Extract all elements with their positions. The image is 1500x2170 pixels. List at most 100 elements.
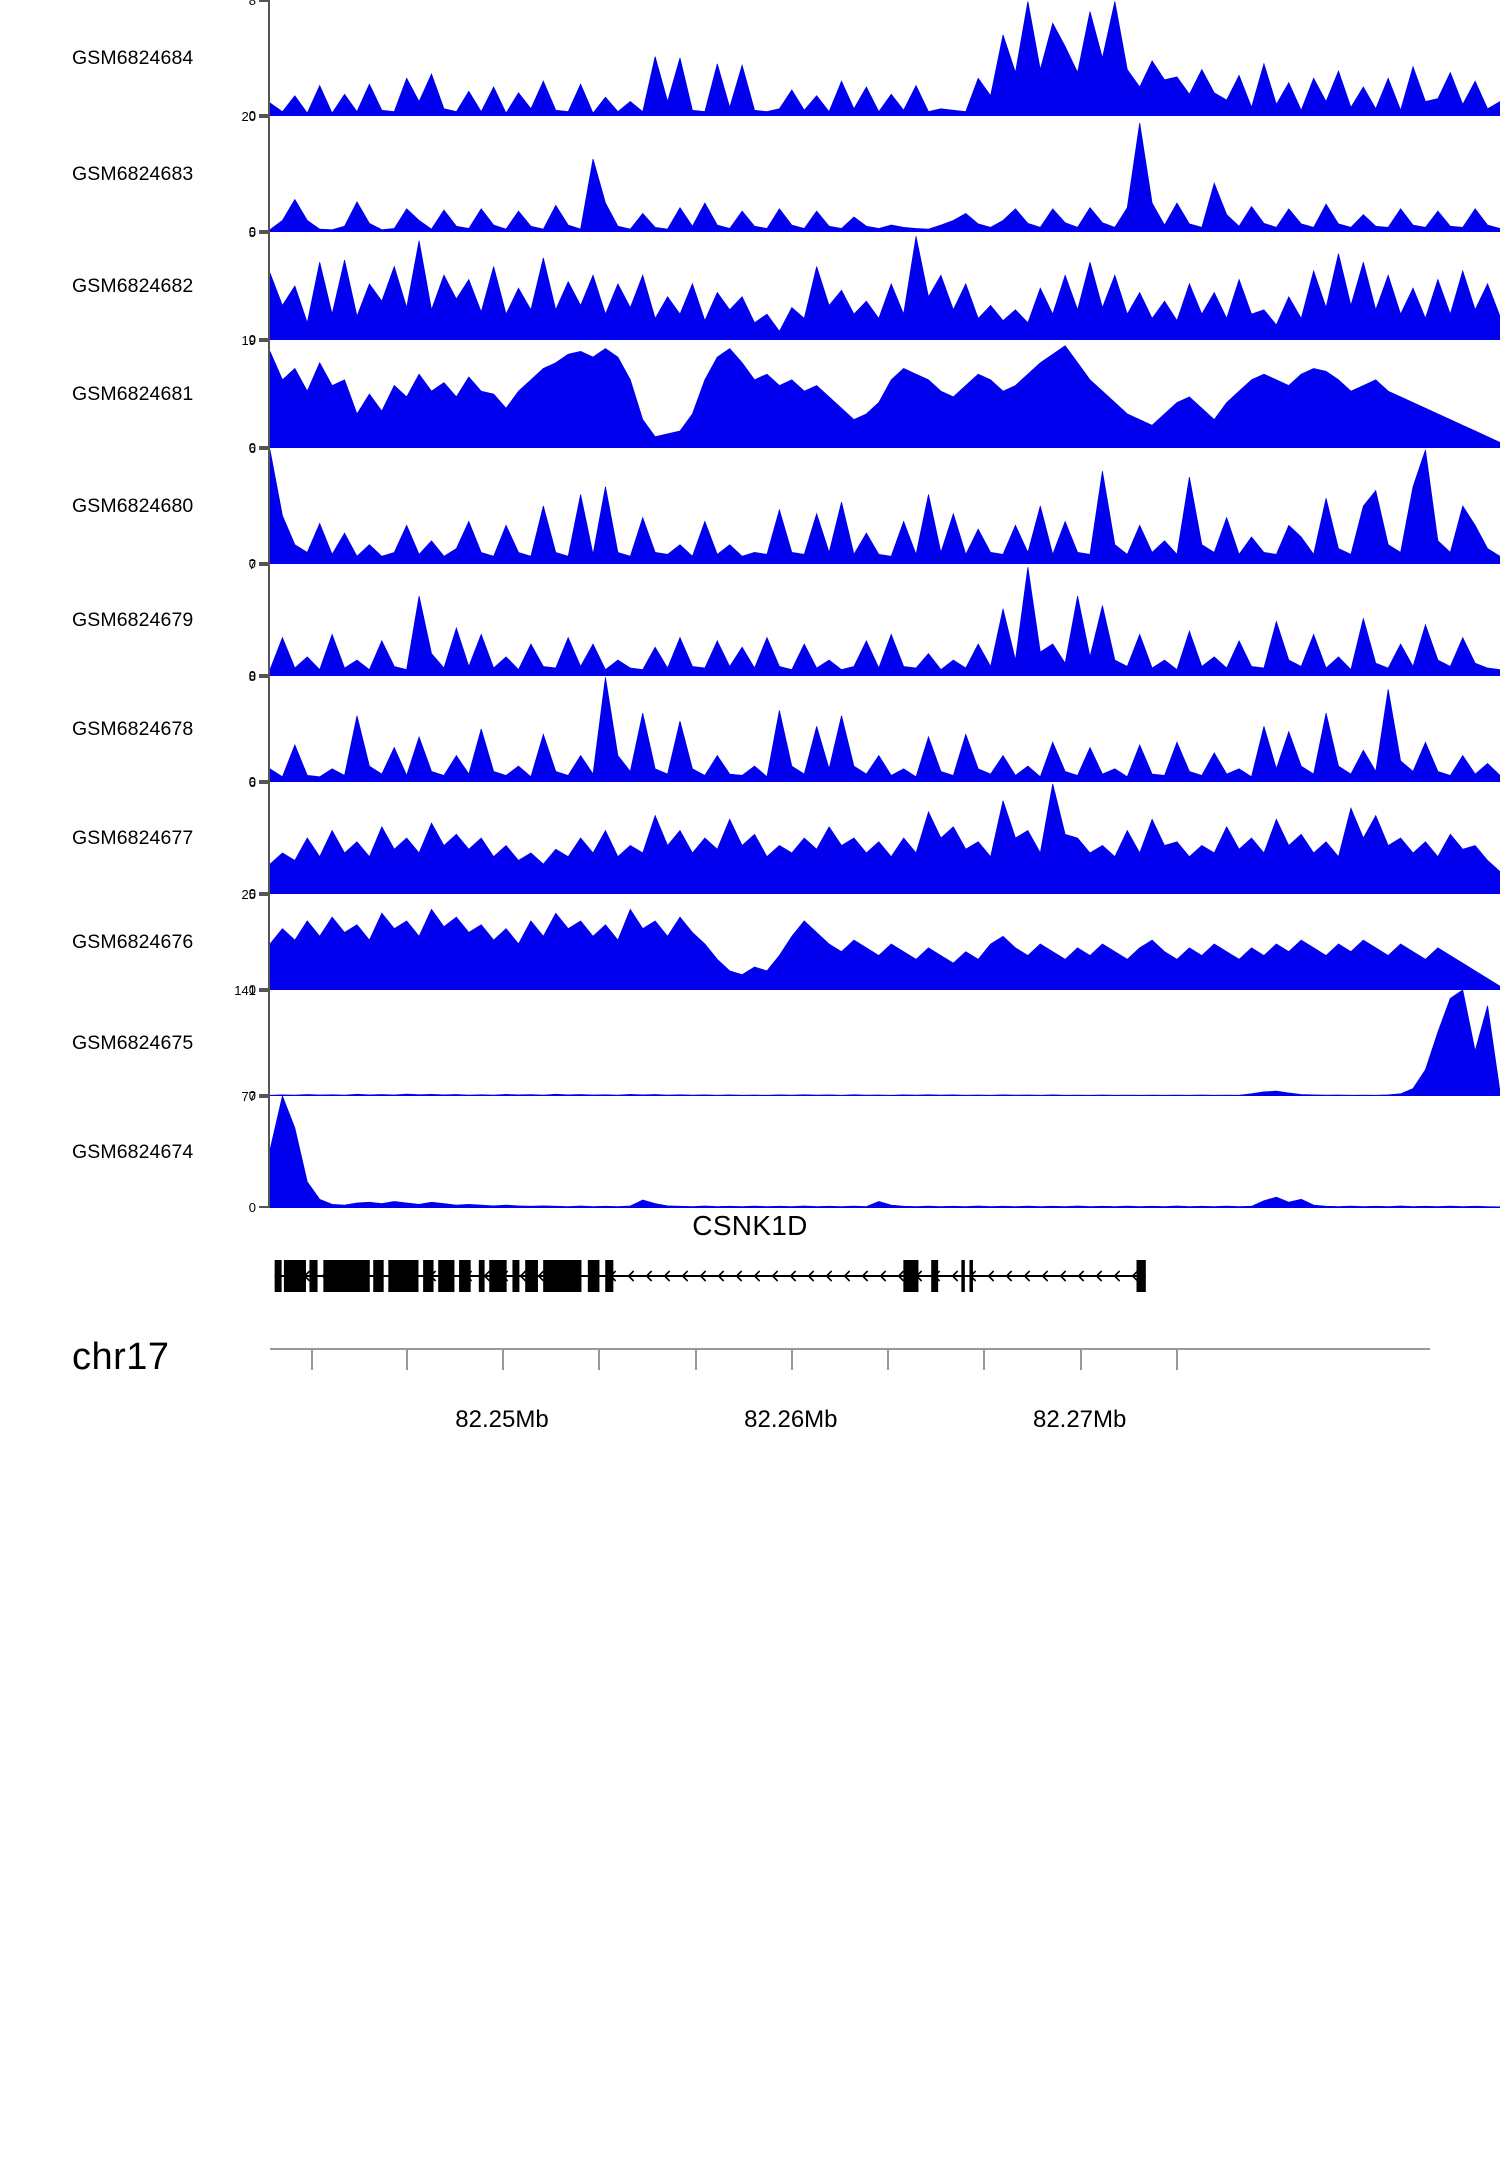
strand-arrow-icon [483, 1270, 491, 1282]
gene-name-label: CSNK1D [692, 1210, 808, 1241]
axis-spine [268, 340, 270, 448]
axis-tick-min [259, 338, 270, 340]
axis-label-min: 0 [248, 774, 256, 789]
track-area-chart [270, 908, 1500, 990]
axis-tick-min [259, 114, 270, 116]
coverage-track: GSM6824675 141 0 [0, 984, 1500, 1102]
strand-arrow-icon [753, 1270, 761, 1282]
ruler-tick [405, 1348, 408, 1370]
axis-tick-max [259, 676, 270, 678]
coverage-area [270, 783, 1500, 894]
track-label: GSM6824674 [72, 1140, 194, 1163]
ruler-tick-label: 82.26Mb [744, 1406, 838, 1433]
track-label: GSM6824675 [72, 1031, 194, 1054]
coverage-area [270, 908, 1500, 990]
gene-exon [388, 1260, 419, 1292]
track-area-chart [270, 236, 1500, 340]
gene-exon [969, 1260, 973, 1292]
strand-arrow-icon [897, 1270, 905, 1282]
track-label: GSM6824682 [72, 274, 194, 297]
ruler-tick [502, 1348, 504, 1370]
coverage-track: GSM6824676 25 0 [0, 888, 1500, 996]
coverage-area [270, 990, 1500, 1096]
ruler-tick [887, 1348, 890, 1370]
track-y-axis: 25 0 [242, 888, 270, 996]
strand-arrow-icon [699, 1270, 707, 1282]
track-plot-area [270, 0, 1500, 116]
coverage-track: GSM6824683 20 0 [0, 110, 1500, 238]
coverage-area [270, 122, 1500, 232]
track-area-chart [270, 345, 1500, 448]
gene-exon [1136, 1260, 1146, 1292]
axis-label-min: 0 [248, 108, 256, 123]
coverage-track: GSM6824679 7 0 [0, 558, 1500, 682]
coverage-area [270, 1096, 1500, 1208]
strand-arrow-icon [735, 1270, 743, 1282]
ruler-tick-label: 82.27Mb [1032, 1406, 1127, 1433]
coverage-area [270, 449, 1500, 564]
axis-label-max: 8 [248, 669, 256, 684]
coverage-area [270, 677, 1500, 782]
strand-arrow-icon [1077, 1270, 1085, 1282]
axis-spine [268, 1096, 270, 1208]
track-area-chart [270, 1096, 1500, 1208]
axis-spine [268, 564, 270, 676]
gene-model-diagram [270, 1252, 1430, 1300]
track-label: GSM6824683 [72, 162, 194, 185]
track-label: GSM6824676 [72, 930, 194, 953]
strand-arrow-icon [951, 1270, 959, 1282]
gene-exon [373, 1260, 384, 1292]
axis-spine [268, 782, 270, 894]
axis-label-max: 19 [241, 333, 256, 348]
coverage-tracks-container: GSM6824684 8 0 GSM6824683 20 0 GSM6824682 5 0 GSM… [0, 0, 1500, 1214]
track-area-chart [270, 677, 1500, 782]
axis-tick-max [259, 0, 270, 2]
strand-arrow-icon [843, 1270, 851, 1282]
axis-label-max: 8 [248, 0, 256, 8]
axis-label-min: 0 [248, 332, 256, 347]
coverage-track: GSM6824680 6 0 [0, 442, 1500, 570]
strand-arrow-icon [825, 1270, 833, 1282]
axis-tick-min [259, 780, 270, 782]
track-plot-area [270, 1096, 1500, 1208]
track-plot-area [270, 782, 1500, 894]
axis-spine [268, 116, 270, 232]
gene-exon [283, 1260, 306, 1292]
axis-label-max: 20 [241, 109, 256, 124]
track-area-chart [270, 567, 1500, 676]
axis-spine [268, 894, 270, 990]
gene-track-svg [274, 1260, 1146, 1292]
gene-exon [423, 1260, 434, 1292]
gene-exon [274, 1260, 282, 1292]
axis-label-min: 0 [248, 668, 256, 683]
axis-tick-max [259, 564, 270, 566]
axis-label-min: 0 [248, 886, 256, 901]
track-plot-area [270, 676, 1500, 782]
strand-arrow-icon [861, 1270, 869, 1282]
axis-tick-max [259, 448, 270, 450]
axis-label-min: 0 [248, 440, 256, 455]
strand-arrow-icon [771, 1270, 779, 1282]
track-area-chart [270, 122, 1500, 232]
gene-exon [459, 1260, 471, 1292]
gene-exon [903, 1260, 919, 1292]
axis-tick-max [259, 232, 270, 234]
gene-exon [438, 1260, 455, 1292]
gene-exon [512, 1260, 520, 1292]
track-plot-area [270, 340, 1500, 448]
ruler-tick [694, 1348, 697, 1370]
track-label: GSM6824680 [72, 494, 194, 517]
axis-tick-max [259, 340, 270, 342]
axis-label-max: 7 [248, 557, 256, 572]
axis-spine [268, 0, 270, 116]
strand-arrow-icon [537, 1270, 545, 1282]
track-plot-area [270, 894, 1500, 990]
axis-tick-min [259, 562, 270, 564]
ruler-baseline [270, 1348, 1430, 1350]
strand-arrow-icon [789, 1270, 797, 1282]
track-plot-area [270, 232, 1500, 340]
